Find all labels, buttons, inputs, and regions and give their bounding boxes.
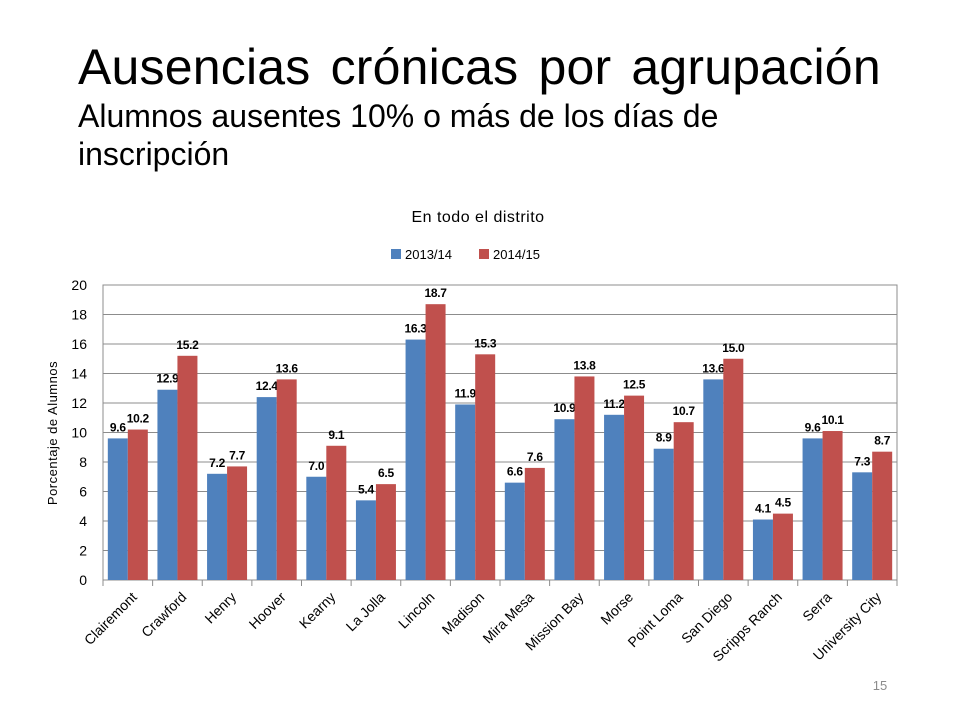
bar-2013 <box>554 419 575 580</box>
data-label: 9.6 <box>110 420 126 434</box>
bar-2014 <box>276 379 297 580</box>
data-label: 7.7 <box>229 448 245 462</box>
bar-2013 <box>504 482 525 580</box>
data-label: 7.6 <box>527 450 543 464</box>
x-tick-label: Madison <box>439 589 488 638</box>
bar-2014 <box>127 429 148 580</box>
data-label: 7.2 <box>209 456 225 470</box>
legend: 2013/14 2014/15 <box>391 247 540 262</box>
bar-2014 <box>326 445 347 580</box>
x-tick-label: Lincoln <box>395 589 438 632</box>
data-label: 8.7 <box>874 434 890 448</box>
bar-2014 <box>177 355 198 580</box>
bar-2013 <box>107 438 128 580</box>
x-tick-label: Serra <box>799 589 835 625</box>
bar-2013 <box>455 404 476 580</box>
y-tick-label: 6 <box>79 484 87 500</box>
bar-2013 <box>752 519 773 580</box>
bar-2013 <box>852 472 873 580</box>
slide-subtitle: Alumnos ausentes 10% o más de los días d… <box>78 98 719 172</box>
bar-2014 <box>723 358 744 580</box>
data-label: 4.5 <box>775 496 791 510</box>
legend-label-2013: 2013/14 <box>405 247 452 262</box>
bar-2014 <box>673 422 694 580</box>
bar-2014 <box>475 354 496 580</box>
data-label: 9.6 <box>805 420 821 434</box>
data-label: 12.4 <box>256 379 279 393</box>
bar-2013 <box>256 397 277 580</box>
legend-label-2014: 2014/15 <box>493 247 540 262</box>
y-tick-label: 16 <box>71 336 87 352</box>
y-tick-label: 14 <box>71 366 87 382</box>
x-tick-label: La Jolla <box>343 589 389 635</box>
data-label: 10.1 <box>821 413 844 427</box>
y-tick-label: 2 <box>79 543 87 559</box>
data-label: 11.2 <box>603 397 625 411</box>
data-label: 7.3 <box>854 454 870 468</box>
data-label: 12.9 <box>156 372 179 386</box>
y-tick-label: 10 <box>71 425 87 441</box>
bar-2013 <box>802 438 823 580</box>
bar-2014 <box>574 376 595 580</box>
y-axis-label: Porcentaje de Alumnos <box>45 361 60 505</box>
legend-swatch-2013 <box>391 249 401 259</box>
x-tick-label: Morse <box>597 589 636 628</box>
y-tick-label: 20 <box>71 277 87 293</box>
bar-2014 <box>227 466 248 580</box>
data-label: 6.6 <box>507 465 523 479</box>
bar-2014 <box>822 431 843 580</box>
x-tick-label: Hoover <box>246 589 289 632</box>
data-label: 7.0 <box>308 459 324 473</box>
x-tick-label: Crawford <box>138 589 189 640</box>
bar-2014 <box>375 484 396 580</box>
data-label: 4.1 <box>755 502 771 516</box>
data-label: 12.5 <box>623 378 646 392</box>
data-label: 10.9 <box>553 401 576 415</box>
bar-2014 <box>872 451 893 580</box>
bar-2014 <box>772 513 793 580</box>
y-tick-label: 0 <box>79 572 87 588</box>
plot-area: 0 2 4 6 8 10 12 14 16 18 20 9.6 12.9 7.2 12.4 7.0 5.4 16.… <box>71 277 898 665</box>
bar-2014 <box>425 304 446 580</box>
page-number: 15 <box>872 678 888 693</box>
x-tick-label: Henry <box>201 589 239 627</box>
bar-2013 <box>207 473 228 580</box>
bar-2014 <box>524 467 545 580</box>
bar-2013 <box>355 500 376 580</box>
y-tick-label: 4 <box>79 513 87 529</box>
data-label: 9.1 <box>328 428 344 442</box>
x-tick-label: Kearny <box>296 589 339 632</box>
y-tick-label: 12 <box>71 395 87 411</box>
data-label: 10.2 <box>127 412 150 426</box>
slide-title: Ausencias crónicas por agrupación <box>78 39 881 95</box>
y-tick-label: 8 <box>79 454 87 470</box>
bar-2013 <box>306 476 327 580</box>
data-label: 18.7 <box>424 286 447 300</box>
data-label: 13.6 <box>276 361 299 375</box>
data-label: 8.9 <box>656 431 672 445</box>
data-label: 16.3 <box>404 322 427 336</box>
chart-title: En todo el distrito <box>411 209 544 226</box>
data-label: 10.7 <box>673 404 696 418</box>
data-label: 11.9 <box>454 386 476 400</box>
data-label: 13.6 <box>702 361 725 375</box>
y-tick-label: 18 <box>71 307 87 323</box>
bar-2013 <box>604 414 625 580</box>
legend-swatch-2014 <box>479 249 489 259</box>
bar-2013 <box>653 448 674 580</box>
bar-2013 <box>157 389 178 580</box>
data-label: 5.4 <box>358 482 374 496</box>
data-label: 13.8 <box>573 358 596 372</box>
data-label: 15.3 <box>474 336 497 350</box>
x-tick-label: Clairemont <box>81 589 140 648</box>
bar-2013 <box>405 339 426 580</box>
data-label: 6.5 <box>378 466 394 480</box>
data-label: 15.0 <box>722 341 745 355</box>
data-label: 15.2 <box>176 338 199 352</box>
bar-2013 <box>703 379 724 580</box>
bar-2014 <box>624 395 645 580</box>
